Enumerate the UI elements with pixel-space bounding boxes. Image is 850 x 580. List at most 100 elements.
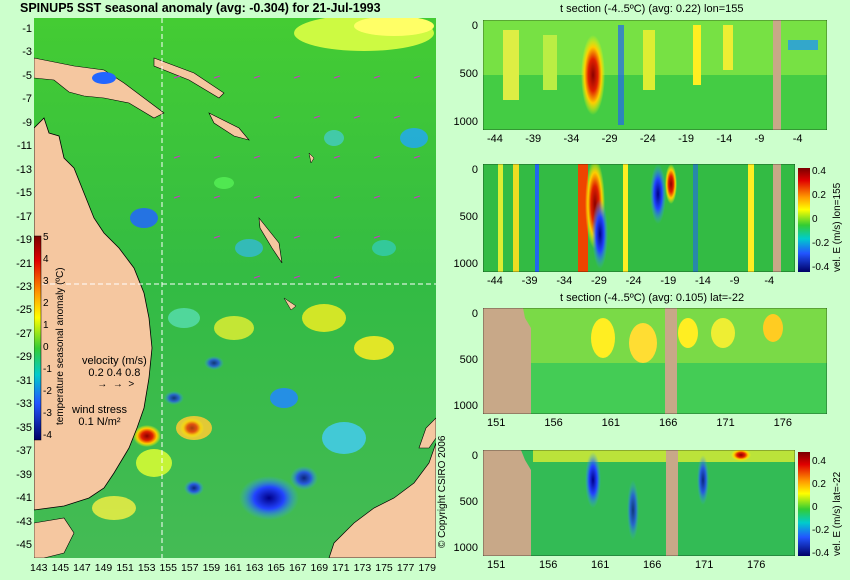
colorbar-tick: 1 (43, 320, 49, 331)
vel-section-lon155[interactable] (483, 164, 795, 272)
lon-tick: 143 (30, 562, 48, 574)
lat-tick: -7 (22, 93, 32, 106)
vel-cb-tick: -0.2 (812, 238, 830, 249)
lon-tick: 159 (202, 562, 221, 574)
velocity-legend: velocity (m/s) 0.2 0.4 0.8 → → > (82, 355, 147, 390)
lat-tick: -3 (22, 46, 32, 59)
colorbar-tick: -2 (43, 386, 52, 397)
lon-tick: 161 (224, 562, 242, 574)
colorbar-tick: -3 (43, 408, 52, 419)
panel-x-tick: 151 (487, 417, 506, 429)
lon-tick: 145 (51, 562, 70, 574)
wind-legend-title: wind stress (72, 404, 128, 416)
lat-tick: -15 (16, 187, 32, 200)
lon-tick: 173 (353, 562, 372, 574)
velocity-legend-values: 0.2 0.4 0.8 (88, 367, 141, 379)
lon-tick: 149 (94, 562, 113, 574)
panel-x-tick: -9 (754, 133, 765, 145)
panel-x-tick: -4 (792, 133, 803, 145)
vel-cb-tick: 0.4 (812, 456, 826, 467)
vel-cb-tick: -0.4 (812, 548, 830, 559)
vel-cb-tick: 0.4 (812, 166, 826, 177)
panel-x-tick: 156 (539, 559, 558, 571)
panel-x-tick: 176 (747, 559, 766, 571)
panel-x-tick: -9 (729, 275, 740, 287)
sst-anomaly-map[interactable] (34, 18, 436, 558)
lon-tick: 151 (116, 562, 134, 574)
panel-x-tick: -14 (695, 275, 711, 287)
panel-title: t section (-4..5ºC) (avg: 0.105) lat=-22 (560, 292, 745, 304)
lat-tick: -5 (22, 69, 32, 82)
panel-x-tick: -44 (487, 133, 503, 145)
panel-x-tick: -29 (601, 133, 618, 145)
lat-tick: -33 (16, 398, 32, 411)
panel-y-tick: 1000 (453, 258, 478, 270)
colorbar-tick: 3 (43, 276, 49, 287)
vel-cb-tick: 0 (812, 502, 818, 513)
lat-tick: -11 (16, 140, 32, 153)
lon-tick: 169 (310, 562, 329, 574)
panel-x-tick: 166 (659, 417, 678, 429)
vel-colorbar-lat-22 (798, 452, 810, 556)
lon-tick: 177 (396, 562, 415, 574)
panel-x-tick: -19 (678, 133, 695, 145)
panel-x-tick: -24 (625, 275, 642, 287)
lat-tick: -45 (16, 539, 32, 552)
panel-y-tick: 500 (459, 68, 478, 80)
lon-tick: 175 (375, 562, 393, 574)
panel-x-tick: 161 (591, 559, 610, 571)
panel-y-tick: 0 (471, 450, 478, 462)
velocity-arrows-icon: → → > (94, 379, 135, 390)
lon-tick: 179 (418, 562, 436, 574)
vel-colorbar-label: vel. E (m/s) lat=-22 (832, 471, 843, 556)
vel-cb-tick: -0.2 (812, 525, 830, 536)
panel-y-tick: 1000 (453, 400, 478, 412)
panel-x-tick: -29 (591, 275, 607, 287)
panel-x-axis: 151 156 161 166 171 176 (483, 559, 795, 573)
panel-y-axis: 0 500 1000 (448, 450, 480, 556)
panel-x-tick: -39 (521, 275, 538, 287)
vel-cb-tick: 0 (812, 214, 818, 225)
panel-x-tick: 176 (773, 417, 793, 429)
copyright-text: © Copyright CSIRO 2006 (437, 435, 448, 548)
panel-x-tick: -39 (525, 133, 542, 145)
t-section-lon155[interactable] (483, 20, 827, 130)
lon-tick: 157 (181, 562, 199, 574)
vel-cb-tick: 0.2 (812, 190, 826, 201)
panel-y-tick: 500 (459, 211, 478, 223)
lat-tick: -41 (16, 492, 32, 505)
vel-colorbar-label: vel. E (m/s) lon=155 (832, 182, 843, 272)
main-title: SPINUP5 SST seasonal anomaly (avg: -0.30… (20, 1, 381, 15)
lat-tick: -43 (16, 515, 32, 528)
panel-x-axis: -44 -39 -34 -29 -24 -19 -14 -9 -4 (483, 275, 795, 289)
lat-tick: -25 (16, 304, 32, 317)
panel-x-axis: -44 -39 -34 -29 -24 -19 -14 -9 -4 (483, 133, 827, 147)
panel-x-tick: 166 (643, 559, 662, 571)
panel-y-axis: 0 500 1000 (448, 164, 480, 272)
lat-tick: -19 (16, 234, 32, 247)
velocity-legend-title: velocity (m/s) (82, 355, 147, 367)
lon-tick: 153 (137, 562, 156, 574)
lon-tick: 165 (267, 562, 285, 574)
t-section-lat-22[interactable] (483, 308, 827, 414)
panel-y-tick: 0 (471, 308, 478, 320)
lat-tick: -29 (16, 351, 32, 364)
lon-tick: 171 (332, 562, 350, 574)
panel-y-tick: 0 (471, 164, 478, 176)
vel-cb-tick: 0.2 (812, 479, 826, 490)
latitude-axis: -1 -3 -5 -7 -9 -11 -13 -15 -17 -19 -21 -23 -25 -27 -29… (2, 18, 32, 558)
panel-y-tick: 1000 (453, 116, 478, 128)
panel-x-tick: 171 (695, 559, 714, 571)
colorbar-label: temperature seasonal anomaly (ºC) (55, 267, 66, 425)
panel-y-tick: 500 (459, 354, 478, 366)
panel-y-axis: 0 500 1000 (448, 20, 480, 130)
lat-tick: -1 (22, 22, 32, 35)
panel-x-tick: -4 (764, 275, 775, 287)
lat-tick: -37 (16, 445, 32, 458)
vel-section-lat-22[interactable] (483, 450, 795, 556)
longitude-axis: 143 145 147 149 151 153 155 157 159 161 163 165 167 1… (30, 562, 440, 578)
panel-x-tick: -34 (556, 275, 573, 287)
panel-x-tick: -44 (487, 275, 503, 287)
panel-x-tick: 171 (716, 417, 735, 429)
lon-tick: 163 (245, 562, 264, 574)
